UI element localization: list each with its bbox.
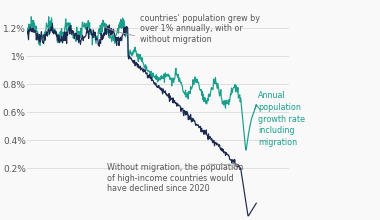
Text: Without migration, the population
of high-income countries would
have declined s: Without migration, the population of hig… <box>107 163 244 193</box>
Text: Annual
population
growth rate
including
migration: Annual population growth rate including … <box>258 91 305 147</box>
Text: countries’ population grew by
over 1% annually, with or
without migration: countries’ population grew by over 1% an… <box>103 14 260 44</box>
